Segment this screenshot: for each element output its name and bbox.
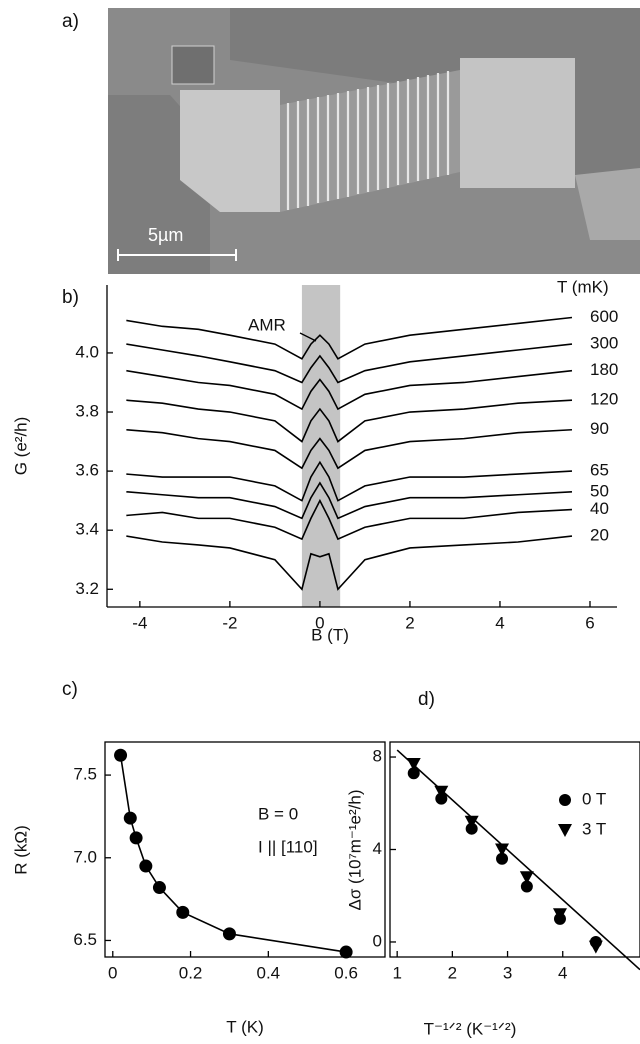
x-tick-label: 4 (558, 963, 567, 982)
y-tick-label: 7.0 (73, 847, 97, 866)
highlight-band (301, 285, 341, 607)
legend-marker (559, 794, 571, 806)
plot-frame (389, 741, 640, 958)
y-tick-label: 7.5 (73, 765, 97, 784)
sem-image: 5µm (108, 8, 640, 274)
data-line (126, 316, 573, 360)
legend-marker (558, 824, 572, 837)
sem-wires-bg (280, 70, 460, 212)
x-tick-label: 1 (392, 963, 401, 982)
series-label: 50 (590, 481, 609, 500)
series-label: 300 (590, 334, 618, 353)
scale-bar-label: 5µm (148, 225, 183, 245)
panel-label: a) (62, 11, 79, 32)
data-line (126, 428, 573, 470)
x-axis-label: T (K) (226, 1017, 263, 1036)
data-point (152, 881, 166, 895)
x-axis-label: T⁻¹ᐟ² (K⁻¹ᐟ²) (424, 1019, 517, 1038)
series-label: 20 (590, 526, 609, 545)
y-tick-label: 4 (373, 839, 382, 858)
y-tick-label: 3.8 (75, 402, 99, 421)
y-axis-label: G (e²/h) (11, 417, 30, 476)
sem-contact (460, 58, 575, 188)
y-tick-label: 0 (373, 931, 382, 950)
x-tick-label: 0 (108, 963, 117, 982)
legend-label: 0 T (582, 789, 606, 808)
x-tick-label: 0.6 (334, 963, 358, 982)
y-tick-label: 6.5 (73, 930, 97, 949)
y-tick-label: 4.0 (75, 342, 99, 361)
panel-label: c) (62, 679, 78, 700)
data-point (496, 852, 509, 865)
y-axis-label: R (kΩ) (11, 825, 30, 875)
x-tick-label: 0.4 (257, 963, 281, 982)
data-point (520, 880, 533, 893)
data-point (552, 908, 567, 922)
fit-line (396, 749, 640, 971)
y-tick-label: 3.6 (75, 461, 99, 480)
data-line (126, 481, 573, 520)
series-label: 40 (590, 499, 609, 518)
data-point (588, 940, 603, 954)
data-point (139, 859, 153, 873)
data-point (114, 748, 128, 762)
plot-frame (104, 741, 386, 958)
panel-label: d) (418, 689, 435, 710)
series-label: 600 (590, 307, 618, 326)
annotation-pointer (299, 332, 317, 342)
data-point (123, 811, 137, 825)
data-point (339, 945, 353, 959)
x-tick-label: 0.2 (179, 963, 203, 982)
data-point (406, 757, 421, 771)
data-line (126, 535, 573, 591)
y-axis-label: Δσ (10⁷m⁻¹e²/h) (345, 789, 364, 910)
data-line (126, 498, 573, 541)
annotation: B = 0 (258, 804, 298, 823)
data-line (126, 343, 573, 384)
legend-title: T (mK) (557, 277, 609, 296)
data-line (126, 460, 573, 502)
annotation: I || [110] (258, 837, 318, 856)
data-point (434, 785, 449, 799)
sem-contact (180, 90, 280, 212)
data-point (407, 767, 420, 780)
x-axis-label: B (T) (311, 625, 349, 644)
data-point (222, 927, 236, 941)
series-label: 90 (590, 419, 609, 438)
series-label: 120 (590, 390, 618, 409)
sem-wires (286, 71, 450, 210)
x-tick-label: 2 (405, 613, 414, 632)
x-tick-label: 6 (585, 613, 594, 632)
x-tick-label: -4 (132, 613, 147, 632)
legend-label: 3 T (582, 819, 606, 838)
data-point (495, 843, 510, 857)
data-point (129, 831, 143, 845)
annotation: AMR (248, 315, 286, 334)
data-point (176, 905, 190, 919)
x-tick-label: 3 (503, 963, 512, 982)
x-tick-label: 2 (448, 963, 457, 982)
y-tick-label: 3.4 (75, 520, 99, 539)
y-tick-label: 3.2 (75, 579, 99, 598)
x-tick-label: -2 (222, 613, 237, 632)
x-tick-label: 0 (315, 613, 324, 632)
series-label: 180 (590, 360, 618, 379)
data-point (464, 815, 479, 829)
data-line (126, 399, 573, 443)
sem-hole (171, 45, 215, 85)
data-point (519, 871, 534, 885)
series-label: 65 (590, 461, 609, 480)
y-tick-label: 8 (373, 747, 382, 766)
data-line (126, 369, 573, 411)
panel-label: b) (62, 287, 79, 308)
x-tick-label: 4 (495, 613, 504, 632)
sem-hole (575, 168, 640, 240)
